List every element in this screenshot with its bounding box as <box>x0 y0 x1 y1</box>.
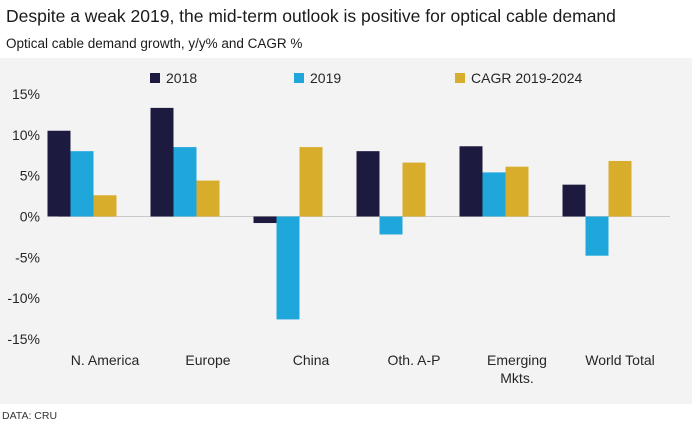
x-tick-label: Europe <box>185 352 230 368</box>
y-tick-label: -15% <box>7 331 40 347</box>
x-tick-label: N. America <box>71 352 140 368</box>
y-axis: 15% 10% 5% 0% -5% -10% -15% <box>7 86 40 347</box>
chart-subtitle: Optical cable demand growth, y/y% and CA… <box>6 36 303 51</box>
bar-2019-4 <box>482 172 506 217</box>
y-tick-label: 15% <box>12 86 40 102</box>
bar-cagr-2019-2024-2 <box>299 147 323 217</box>
y-tick-label: 0% <box>20 209 40 225</box>
bar-2018-1 <box>150 107 174 217</box>
chart-panel: 2018 2019 CAGR 2019-2024 15% 10% 5% 0% -5% -10%… <box>0 58 692 404</box>
bar-2019-5 <box>585 216 609 256</box>
bar-2018-2 <box>253 216 277 224</box>
bar-cagr-2019-2024-4 <box>505 166 529 217</box>
bar-cagr-2019-2024-0 <box>93 195 117 217</box>
bar-cagr-2019-2024-3 <box>402 162 426 217</box>
bar-2018-3 <box>356 151 380 217</box>
x-tick-label: World Total <box>585 352 655 368</box>
bar-2019-1 <box>173 147 197 217</box>
x-tick-label: Oth. A-P <box>388 352 441 368</box>
bar-cagr-2019-2024-5 <box>608 160 632 217</box>
legend-label: 2019 <box>310 70 341 86</box>
bars <box>47 107 632 320</box>
bar-2019-3 <box>379 216 403 235</box>
bar-2019-0 <box>70 151 94 217</box>
bar-2019-2 <box>276 216 300 320</box>
y-tick-label: -10% <box>7 290 40 306</box>
bar-2018-4 <box>459 146 483 217</box>
y-tick-label: 10% <box>12 127 40 143</box>
legend-swatch <box>455 73 465 83</box>
y-tick-label: 5% <box>20 168 40 184</box>
legend-swatch <box>294 73 304 83</box>
legend: 2018 2019 CAGR 2019-2024 <box>150 70 583 86</box>
x-tick-label: China <box>293 352 330 368</box>
y-tick-label: -5% <box>15 249 40 265</box>
footer: DATA: CRU <box>0 404 692 428</box>
bar-2018-5 <box>562 184 586 217</box>
source-note: DATA: CRU <box>2 410 58 422</box>
x-axis: N. America Europe China Oth. A-P Emerging Mkt… <box>71 352 655 386</box>
legend-label: CAGR 2019-2024 <box>471 70 583 86</box>
x-tick-label: Mkts. <box>500 370 533 386</box>
bar-cagr-2019-2024-1 <box>196 180 220 217</box>
x-tick-label: Emerging <box>487 352 547 368</box>
bar-2018-0 <box>47 130 71 217</box>
legend-label: 2018 <box>166 70 197 86</box>
chart-title: Despite a weak 2019, the mid-term outloo… <box>6 6 616 26</box>
legend-swatch <box>150 73 160 83</box>
bar-chart: 2018 2019 CAGR 2019-2024 15% 10% 5% 0% -5% -10%… <box>7 70 670 386</box>
